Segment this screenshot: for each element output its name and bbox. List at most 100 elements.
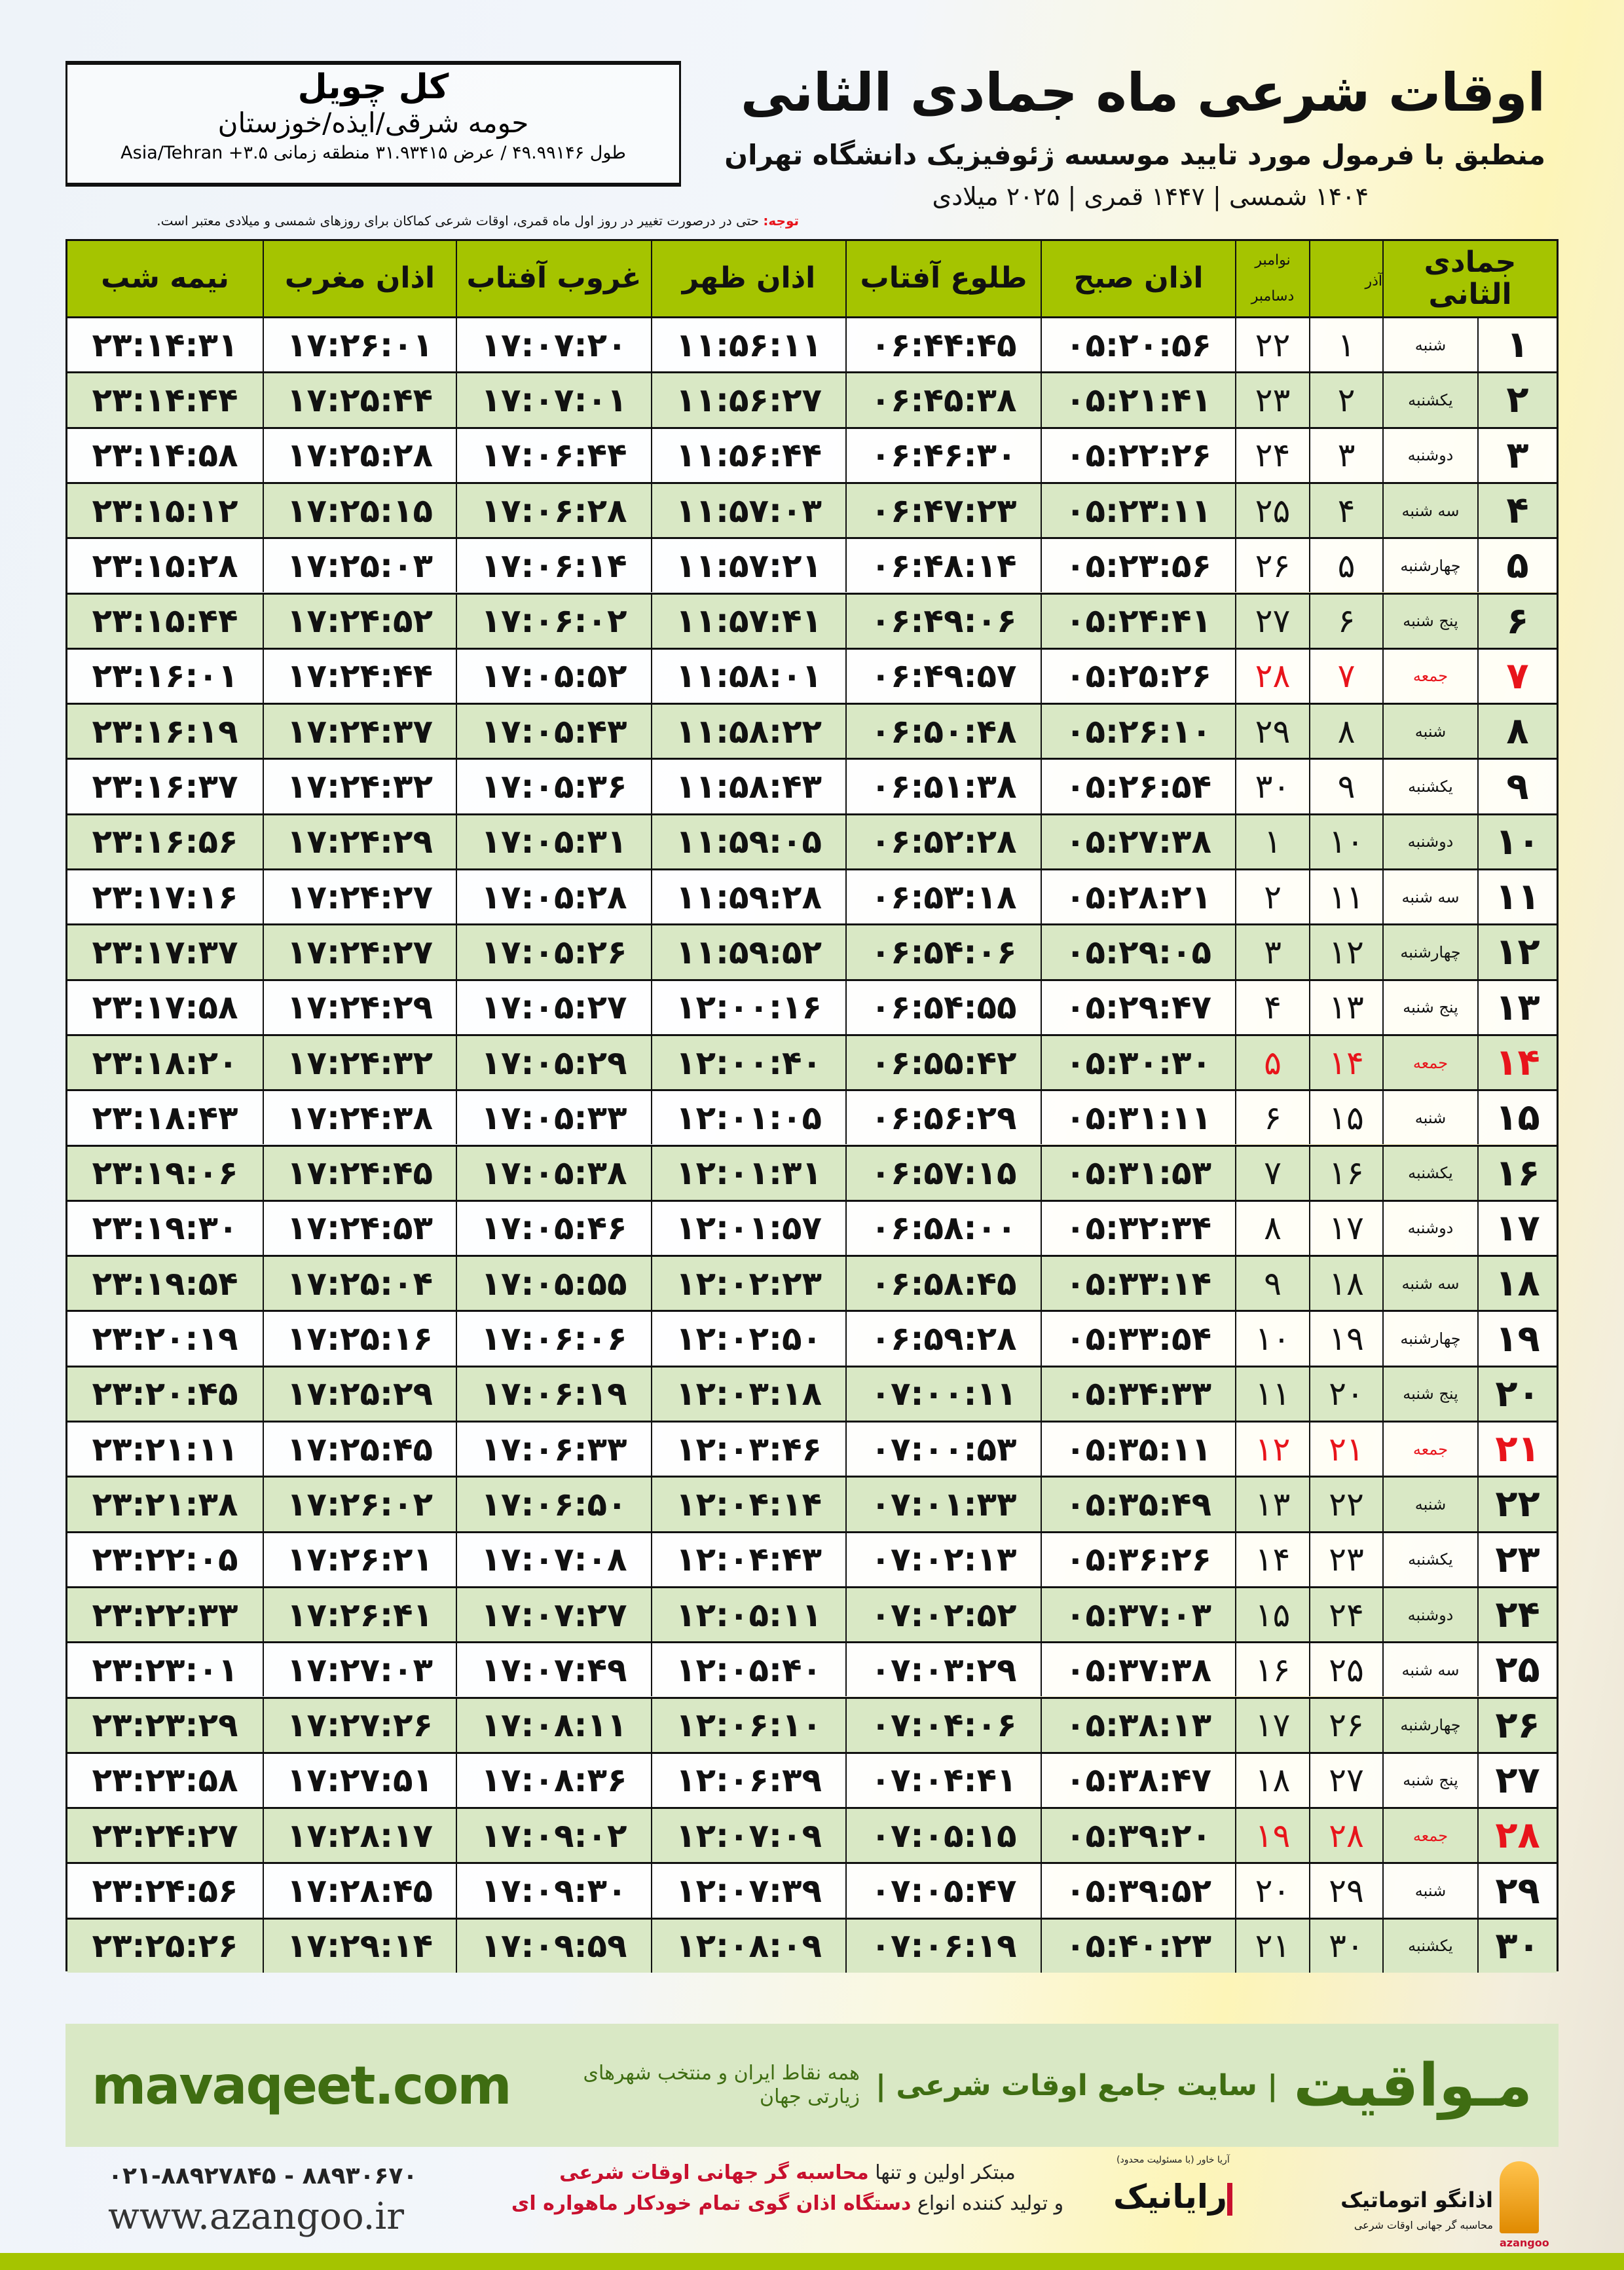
hijri-day: ۲۵: [1477, 1643, 1557, 1697]
sunrise-time: ۰۷:۰۴:۴۱: [845, 1753, 1041, 1808]
footer-line-2a: و تولید کننده انواع: [911, 2192, 1064, 2215]
azar-day: ۱۴: [1309, 1035, 1382, 1090]
maghrib-time: ۱۷:۲۴:۴۵: [263, 1146, 456, 1200]
sunset-time: ۱۷:۰۵:۳۱: [456, 815, 651, 868]
sunset-time: ۱۷:۰۷:۰۱: [456, 373, 651, 427]
table-row: ۲۳:۱۵:۱۲ ۱۷:۲۵:۱۵ ۱۷:۰۶:۲۸ ۱۱:۵۷:۰۳ ۰۶:۴۷:۲۳…: [67, 481, 1557, 538]
midnight-time: ۲۳:۲۱:۳۸: [92, 1485, 238, 1523]
midnight-time: ۲۳:۱۵:۲۸: [92, 546, 238, 585]
midnight-time: ۲۳:۲۳:۲۹: [92, 1706, 238, 1745]
sunset-time: ۱۷:۰۵:۲۸: [456, 870, 651, 924]
midnight-time: ۲۳:۱۷:۱۶: [92, 878, 238, 916]
header-sunrise: طلوع آفتاب: [845, 241, 1041, 316]
sunrise-time: ۰۶:۵۶:۲۹: [845, 1091, 1041, 1145]
midnight-time: ۲۳:۱۵:۴۴: [92, 602, 238, 641]
dhuhr-time: ۱۲:۰۲:۵۰: [651, 1312, 845, 1366]
sunset-time: ۱۷:۰۵:۵۵: [456, 1257, 651, 1311]
fajr-time: ۰۵:۳۹:۲۰: [1041, 1809, 1235, 1863]
azar-day: ۲۰: [1309, 1367, 1382, 1421]
sunrise-time: ۰۷:۰۲:۱۳: [845, 1533, 1041, 1586]
weekday: چهارشنبه: [1382, 1312, 1477, 1366]
maghrib-time: ۱۷:۲۵:۰۴: [263, 1257, 456, 1311]
sunset-time: ۱۷:۰۵:۳۶: [456, 760, 651, 813]
midnight-time: ۲۳:۲۴:۵۶: [92, 1872, 238, 1910]
fajr-time: ۰۵:۳۷:۳۸: [1041, 1643, 1235, 1697]
table-row: ۲۳:۱۹:۳۰ ۱۷:۲۴:۵۳ ۱۷:۰۵:۴۶ ۱۲:۰۱:۵۷ ۰۶:۵۸:۰۰…: [67, 1199, 1557, 1256]
fajr-time: ۰۵:۲۶:۱۰: [1041, 705, 1235, 758]
gregorian-day: ۲: [1235, 870, 1309, 924]
azar-day: ۱۷: [1309, 1201, 1382, 1256]
dhuhr-time: ۱۲:۰۶:۳۹: [651, 1753, 845, 1808]
gregorian-day: ۱۰: [1235, 1312, 1309, 1366]
page-subtitle: منطبق با فرمول مورد تایید موسسه ژئوفیزیک…: [724, 139, 1545, 171]
header-sunset: غروب آفتاب: [456, 241, 651, 316]
hijri-day: ۱۴: [1477, 1035, 1557, 1090]
footer-line-2b: دستگاه اذان گوی تمام خودکار ماهواره ای: [511, 2192, 912, 2215]
fajr-time: ۰۵:۳۳:۱۴: [1041, 1257, 1235, 1311]
table-row: ۲۳:۱۷:۱۶ ۱۷:۲۴:۲۷ ۱۷:۰۵:۲۸ ۱۱:۵۹:۲۸ ۰۶:۵۳:۱۸…: [67, 868, 1557, 924]
hijri-day: ۱: [1477, 318, 1557, 372]
dhuhr-time: ۱۱:۵۶:۱۱: [651, 318, 845, 372]
sunset-time: ۱۷:۰۷:۰۸: [456, 1533, 651, 1586]
midnight-time: ۲۳:۱۶:۱۹: [92, 712, 238, 751]
dhuhr-time: ۱۱:۵۹:۵۲: [651, 925, 845, 979]
table-row: ۲۳:۱۶:۱۹ ۱۷:۲۴:۳۷ ۱۷:۰۵:۴۳ ۱۱:۵۸:۲۲ ۰۶:۵۰:۴۸…: [67, 703, 1557, 758]
azangoo-logo-text: اذانگو اتوماتیک: [1340, 2187, 1493, 2212]
gregorian-day: ۹: [1235, 1257, 1309, 1311]
hijri-day: ۵: [1477, 539, 1557, 593]
table-row: ۲۳:۲۱:۳۸ ۱۷:۲۶:۰۲ ۱۷:۰۶:۵۰ ۱۲:۰۴:۱۴ ۰۷:۰۱:۳۳…: [67, 1476, 1557, 1531]
hijri-day: ۹: [1477, 760, 1557, 813]
hijri-day: ۲۱: [1477, 1423, 1557, 1476]
midnight-time: ۲۳:۱۸:۴۳: [92, 1098, 238, 1137]
header-maghrib: اذان مغرب: [263, 241, 456, 316]
sunset-time: ۱۷:۰۹:۳۰: [456, 1864, 651, 1918]
midnight-time: ۲۳:۱۴:۳۱: [92, 326, 238, 364]
site-link[interactable]: mavaqeet.com: [92, 2055, 512, 2116]
azar-day: ۱۹: [1309, 1312, 1382, 1366]
sunrise-time: ۰۷:۰۴:۰۶: [845, 1698, 1041, 1752]
dhuhr-time: ۱۲:۰۶:۱۰: [651, 1698, 845, 1752]
sunrise-time: ۰۶:۵۹:۲۸: [845, 1312, 1041, 1366]
location-coords: طول ۴۹.۹۹۱۴۶ / عرض ۳۱.۹۳۴۱۵ منطقه زمانی …: [120, 143, 626, 163]
midnight-time: ۲۳:۱۹:۰۶: [92, 1154, 238, 1193]
dhuhr-time: ۱۱:۵۸:۲۲: [651, 705, 845, 758]
hijri-day: ۱۷: [1477, 1201, 1557, 1256]
table-row: ۲۳:۱۴:۴۴ ۱۷:۲۵:۴۴ ۱۷:۰۷:۰۱ ۱۱:۵۶:۲۷ ۰۶:۴۵:۳۸…: [67, 371, 1557, 427]
midnight-time: ۲۳:۲۲:۳۳: [92, 1595, 238, 1634]
hijri-day: ۱۵: [1477, 1091, 1557, 1145]
fajr-time: ۰۵:۲۱:۴۱: [1041, 373, 1235, 427]
hijri-day: ۳۰: [1477, 1919, 1557, 1973]
table-row: ۲۳:۱۵:۴۴ ۱۷:۲۴:۵۲ ۱۷:۰۶:۰۲ ۱۱:۵۷:۴۱ ۰۶:۴۹:۰۶…: [67, 592, 1557, 648]
sunset-time: ۱۷:۰۵:۲۹: [456, 1035, 651, 1090]
banner-slogan-sub: همه نقاط ایران و منتخب شهرهای زیارتی جها…: [583, 2062, 860, 2108]
footer-lines: مبتکر اولین و تنها محاسبه گر جهانی اوقات…: [468, 2160, 1107, 2216]
fajr-time: ۰۵:۳۷:۰۳: [1041, 1588, 1235, 1642]
azar-day: ۳۰: [1309, 1919, 1382, 1973]
maghrib-time: ۱۷:۲۴:۴۴: [263, 649, 456, 703]
azangoo-link[interactable]: www.azangoo.ir: [108, 2195, 405, 2238]
dhuhr-time: ۱۲:۰۴:۴۳: [651, 1533, 845, 1586]
weekday: پنج شنبه: [1382, 1367, 1477, 1421]
dhuhr-time: ۱۲:۰۵:۱۱: [651, 1588, 845, 1642]
azar-day: ۹: [1309, 760, 1382, 813]
maghrib-time: ۱۷:۲۴:۲۷: [263, 870, 456, 924]
azar-day: ۱۶: [1309, 1146, 1382, 1200]
location-box: کل چویل حومه شرقی/ایذه/خوزستان طول ۴۹.۹۹…: [65, 61, 681, 187]
maghrib-time: ۱۷:۲۴:۳۲: [263, 1035, 456, 1090]
note-text: حتی در درصورت تغییر در روز اول ماه قمری،…: [157, 213, 764, 229]
gregorian-day: ۱۳: [1235, 1478, 1309, 1531]
hijri-day: ۲: [1477, 373, 1557, 427]
azar-day: ۲: [1309, 373, 1382, 427]
dhuhr-time: ۱۱:۵۷:۲۱: [651, 539, 845, 593]
dhuhr-time: ۱۲:۰۵:۴۰: [651, 1643, 845, 1697]
azar-day: ۸: [1309, 705, 1382, 758]
weekday: یکشنبه: [1382, 1919, 1477, 1973]
footer-line-1: مبتکر اولین و تنها محاسبه گر جهانی اوقات…: [468, 2160, 1107, 2186]
azar-day: ۲۶: [1309, 1698, 1382, 1752]
fajr-time: ۰۵:۳۸:۴۷: [1041, 1753, 1235, 1808]
fajr-time: ۰۵:۳۳:۵۴: [1041, 1312, 1235, 1366]
weekday: چهارشنبه: [1382, 925, 1477, 979]
dhuhr-time: ۱۲:۰۳:۱۸: [651, 1367, 845, 1421]
gregorian-day: ۲۷: [1235, 594, 1309, 648]
hijri-day: ۴: [1477, 483, 1557, 538]
